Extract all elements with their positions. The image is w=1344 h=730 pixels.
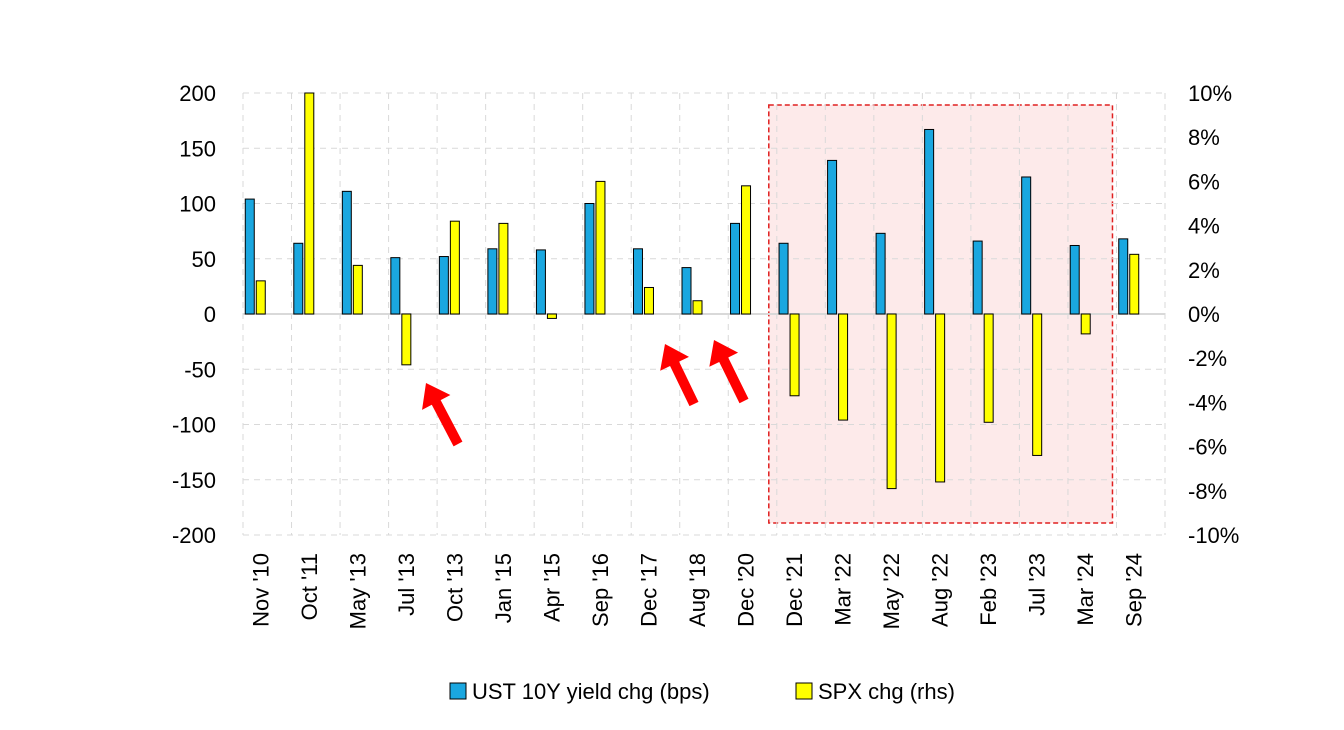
- bar-spx-5: [498, 222, 509, 315]
- bar-spx-4: [449, 220, 460, 315]
- bar-ust-11: [778, 242, 789, 315]
- y-left-tick-label: 100: [179, 192, 216, 217]
- legend-swatch-spx: [795, 682, 813, 700]
- y-right-tick-label: 6%: [1188, 169, 1220, 194]
- x-tick-label: Jan '15: [491, 553, 516, 623]
- x-tick-label: Jul '13: [394, 553, 419, 616]
- bar-ust-5: [487, 248, 498, 315]
- arrow-icon: [709, 340, 749, 404]
- y-left-tick-label: -150: [172, 468, 216, 493]
- y-right-tick-label: -8%: [1188, 479, 1227, 504]
- bar-spx-10: [741, 185, 752, 315]
- y-right-tick-label: -4%: [1188, 390, 1227, 415]
- bar-ust-17: [1069, 244, 1080, 315]
- bar-ust-7: [584, 203, 595, 315]
- y-right-tick-label: 8%: [1188, 125, 1220, 150]
- bar-ust-2: [341, 190, 352, 315]
- bar-spx-15: [983, 313, 994, 423]
- bar-spx-18: [1129, 253, 1140, 315]
- legend-swatch-ust: [449, 682, 467, 700]
- y-right-tick-label: 10%: [1188, 81, 1232, 106]
- bar-ust-4: [438, 256, 449, 315]
- x-tick-label: Sep '24: [1122, 553, 1147, 627]
- bar-ust-6: [535, 249, 546, 315]
- bar-spx-0: [255, 280, 266, 315]
- x-tick-label: Dec '17: [636, 553, 661, 627]
- y-left-tick-label: -200: [172, 523, 216, 548]
- x-tick-label: Dec '20: [734, 553, 759, 627]
- y-axis-left: 200 150 100 50 0 -50 -100 -150 -200: [172, 81, 216, 548]
- y-right-tick-label: 2%: [1188, 258, 1220, 283]
- bar-spx-8: [643, 286, 654, 315]
- legend: UST 10Y yield chg (bps) SPX chg (rhs): [449, 679, 955, 704]
- bar-ust-8: [632, 248, 643, 315]
- bar-spx-3: [401, 313, 412, 366]
- bar-spx-13: [886, 313, 897, 490]
- y-right-tick-label: -6%: [1188, 435, 1227, 460]
- annotation-arrows: [422, 340, 749, 447]
- x-tick-label: Mar '22: [831, 553, 856, 626]
- x-tick-label: Jul '23: [1025, 553, 1050, 616]
- x-tick-label: May '13: [345, 553, 370, 629]
- legend-label-spx: SPX chg (rhs): [818, 679, 955, 704]
- bar-ust-12: [827, 159, 838, 315]
- x-tick-label: Aug '22: [928, 553, 953, 627]
- x-tick-label: Dec '21: [782, 553, 807, 627]
- arrow-icon: [660, 343, 699, 407]
- x-tick-label: Oct '11: [297, 553, 322, 620]
- bar-ust-0: [244, 198, 255, 315]
- bar-ust-9: [681, 267, 692, 315]
- bar-spx-7: [595, 180, 606, 315]
- bar-ust-18: [1118, 238, 1129, 315]
- bar-ust-13: [875, 232, 886, 315]
- y-left-tick-label: -100: [172, 413, 216, 438]
- bar-ust-3: [390, 257, 401, 315]
- x-axis: Nov '10 Oct '11 May '13 Jul '13 Oct '13 Jan '…: [248, 553, 1146, 629]
- bar-ust-14: [924, 128, 935, 315]
- bars: [244, 92, 1140, 490]
- y-right-tick-label: -2%: [1188, 346, 1227, 371]
- y-right-tick-label: 4%: [1188, 214, 1220, 239]
- x-tick-label: Feb '23: [976, 553, 1001, 626]
- arrow-icon: [422, 383, 463, 447]
- y-left-tick-label: 0: [204, 302, 216, 327]
- x-tick-label: Mar '24: [1073, 553, 1098, 626]
- x-tick-label: Apr '15: [539, 553, 564, 622]
- bar-ust-10: [730, 222, 741, 315]
- y-left-tick-label: 50: [192, 247, 216, 272]
- bar-ust-1: [293, 242, 304, 315]
- y-left-tick-label: 150: [179, 136, 216, 161]
- bar-spx-1: [304, 92, 315, 315]
- x-tick-label: Sep '16: [588, 553, 613, 627]
- x-tick-label: Nov '10: [248, 553, 273, 627]
- y-axis-right: 10% 8% 6% 4% 2% 0% -2% -4% -6% -8% -10%: [1188, 81, 1239, 548]
- legend-label-ust: UST 10Y yield chg (bps): [472, 679, 710, 704]
- y-right-tick-label: 0%: [1188, 302, 1220, 327]
- bar-spx-14: [935, 313, 946, 483]
- bar-spx-16: [1032, 313, 1043, 456]
- x-tick-label: May '22: [879, 553, 904, 629]
- bar-ust-15: [972, 240, 983, 315]
- bar-spx-11: [789, 313, 800, 397]
- bar-ust-16: [1021, 176, 1032, 315]
- bar-spx-2: [352, 264, 363, 315]
- x-tick-label: Oct '13: [442, 553, 467, 622]
- y-left-tick-label: 200: [179, 81, 216, 106]
- bar-spx-17: [1080, 313, 1091, 335]
- y-left-tick-label: -50: [184, 357, 216, 382]
- x-tick-label: Aug '18: [685, 553, 710, 627]
- y-right-tick-label: -10%: [1188, 523, 1239, 548]
- bar-spx-12: [838, 313, 849, 421]
- bar-spx-9: [692, 300, 703, 315]
- bar-spx-6: [546, 313, 557, 319]
